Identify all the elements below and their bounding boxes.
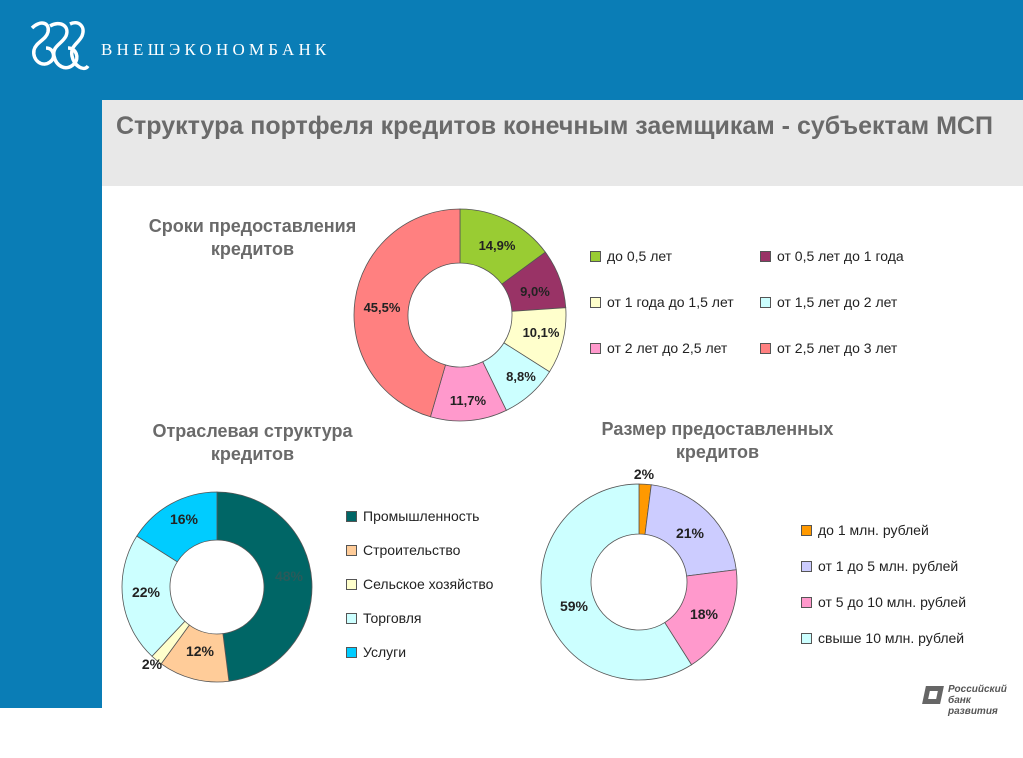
chart-1-legend-swatch-3 bbox=[590, 296, 601, 308]
chart-2-legend-swatch-5 bbox=[346, 646, 357, 658]
chart-3-legend-label-2: от 1 до 5 млн. рублей bbox=[818, 558, 959, 574]
chart-1-legend-swatch-2 bbox=[760, 250, 771, 262]
chart-1-legend-label-1: до 0,5 лет bbox=[607, 248, 673, 264]
chart-3-legend-item-1: до 1 млн. рублей bbox=[801, 522, 929, 538]
chart-1-slice-6 bbox=[353, 208, 461, 418]
chart-3-legend-swatch-2 bbox=[801, 560, 812, 572]
veb-logo-icon bbox=[30, 21, 90, 71]
chart-2-legend-swatch-3 bbox=[346, 578, 357, 590]
chart-2-slice-5 bbox=[136, 491, 218, 563]
chart-1-data-label-3: 10,1% bbox=[523, 325, 560, 340]
chart-1-legend-label-2: от 0,5 лет до 1 года bbox=[777, 248, 904, 264]
chart-2-legend-item-2: Строительство bbox=[346, 542, 460, 558]
chart-1-legend-item-1: до 0,5 лет bbox=[590, 248, 672, 264]
footer-logo-line2: банк развития bbox=[948, 695, 998, 717]
chart-1-legend-label-5: от 2 лет до 2,5 лет bbox=[607, 340, 728, 356]
chart-1-legend: до 0,5 лет от 0,5 лет до 1 года от 1 года … bbox=[590, 248, 930, 363]
chart-3-legend-item-3: от 5 до 10 млн. рублей bbox=[801, 594, 966, 610]
chart-1-data-label-6: 45,5% bbox=[364, 300, 401, 315]
chart-2-legend-swatch-1 bbox=[346, 510, 357, 522]
chart-1-data-label-1: 14,9% bbox=[479, 238, 516, 253]
chart-2-legend-item-3: Сельское хозяйство bbox=[346, 576, 493, 592]
chart-3-legend-item-2: от 1 до 5 млн. рублей bbox=[801, 558, 958, 574]
chart-2-industry-donut: 48% 12% 2% 22% 16% bbox=[121, 491, 313, 683]
chart-3-title: Размер предоставленных кредитов bbox=[601, 419, 834, 462]
rbr-logo-icon bbox=[922, 686, 944, 704]
chart-1-legend-swatch-1 bbox=[590, 250, 601, 262]
chart-3-slice-2 bbox=[644, 484, 737, 577]
slide-title: Структура портфеля кредитов конечным зае… bbox=[116, 112, 993, 140]
chart-3-legend-label-3: от 5 до 10 млн. рублей bbox=[818, 594, 967, 610]
chart-3-legend-item-4: свыше 10 млн. рублей bbox=[801, 630, 964, 646]
chart-2-data-label-3: 2% bbox=[142, 656, 163, 672]
chart-1-title: Сроки предоставления кредитов bbox=[148, 216, 357, 259]
chart-2-slice-1 bbox=[216, 491, 313, 682]
chart-1-term-donut: 14,9% 9,0% 10,1% 8,8% 11,7% 45,5% bbox=[353, 208, 567, 422]
footer-logo: Российский банк развития bbox=[920, 683, 1023, 717]
chart-2-data-label-2: 12% bbox=[186, 643, 215, 659]
chart-3-legend: до 1 млн. рублей от 1 до 5 млн. рублей от … bbox=[801, 522, 1011, 652]
chart-3-legend-swatch-4 bbox=[801, 632, 812, 644]
chart-3-data-label-1: 2% bbox=[634, 466, 655, 482]
chart-3-data-label-4: 59% bbox=[560, 598, 589, 614]
chart-1-legend-item-6: от 2,5 лет до 3 лет bbox=[760, 340, 897, 356]
chart-2-data-label-5: 16% bbox=[170, 511, 199, 527]
chart-1-legend-label-3: от 1 года до 1,5 лет bbox=[607, 294, 734, 310]
chart-2-legend-item-1: Промышленность bbox=[346, 508, 479, 524]
chart-2-legend-label-4: Торговля bbox=[363, 610, 422, 626]
chart-1-data-label-5: 11,7% bbox=[450, 393, 487, 408]
chart-2-legend-swatch-4 bbox=[346, 612, 357, 624]
chart-3-legend-swatch-3 bbox=[801, 596, 812, 608]
chart-1-legend-swatch-4 bbox=[760, 296, 771, 308]
chart-2-legend-item-4: Торговля bbox=[346, 610, 421, 626]
sidebar-bar: 8 bbox=[0, 100, 102, 757]
chart-3-size-donut: 2% 21% 18% 59% bbox=[540, 466, 738, 681]
title-band: Структура портфеля кредитов конечным зае… bbox=[102, 100, 1023, 186]
chart-1-legend-label-4: от 1,5 лет до 2 лет bbox=[777, 294, 898, 310]
chart-2-legend-label-5: Услуги bbox=[363, 644, 407, 660]
chart-3-legend-label-4: свыше 10 млн. рублей bbox=[818, 630, 965, 646]
chart-1-legend-label-6: от 2,5 лет до 3 лет bbox=[777, 340, 898, 356]
chart-3-slice-4 bbox=[540, 483, 693, 681]
chart-1-legend-item-2: от 0,5 лет до 1 года bbox=[760, 248, 904, 264]
chart-1-data-label-2: 9,0% bbox=[520, 284, 550, 299]
header-bar: ВНЕШЭКОНОМБАНК bbox=[0, 0, 1023, 100]
chart-3-legend-swatch-1 bbox=[801, 524, 812, 536]
chart-1-legend-item-4: от 1,5 лет до 2 лет bbox=[760, 294, 897, 310]
chart-2-legend-label-2: Строительство bbox=[363, 542, 461, 558]
chart-3-data-label-2: 21% bbox=[676, 525, 705, 541]
chart-1-legend-swatch-6 bbox=[760, 342, 771, 354]
chart-1-legend-item-5: от 2 лет до 2,5 лет bbox=[590, 340, 727, 356]
bank-name: ВНЕШЭКОНОМБАНК bbox=[101, 40, 331, 59]
chart-2-data-label-1: 48% bbox=[275, 568, 304, 584]
chart-2-legend-swatch-2 bbox=[346, 544, 357, 556]
chart-2-legend: Промышленность Строительство Сельское хозя… bbox=[346, 508, 536, 673]
chart-3-legend-label-1: до 1 млн. рублей bbox=[818, 522, 929, 538]
chart-1-data-label-4: 8,8% bbox=[506, 369, 536, 384]
chart-1-legend-swatch-5 bbox=[590, 342, 601, 354]
footer-logo-line1: Российский bbox=[948, 684, 1007, 695]
chart-2-data-label-4: 22% bbox=[132, 584, 161, 600]
chart-2-title: Отраслевая структура кредитов bbox=[152, 421, 353, 464]
chart-2-slice-4 bbox=[121, 535, 186, 657]
page-number: 8 bbox=[44, 738, 54, 757]
chart-1-legend-item-3: от 1 года до 1,5 лет bbox=[590, 294, 734, 310]
chart-3-data-label-3: 18% bbox=[690, 606, 719, 622]
chart-2-legend-label-3: Сельское хозяйство bbox=[363, 576, 494, 592]
chart-2-legend-item-5: Услуги bbox=[346, 644, 406, 660]
chart-2-legend-label-1: Промышленность bbox=[363, 508, 480, 524]
